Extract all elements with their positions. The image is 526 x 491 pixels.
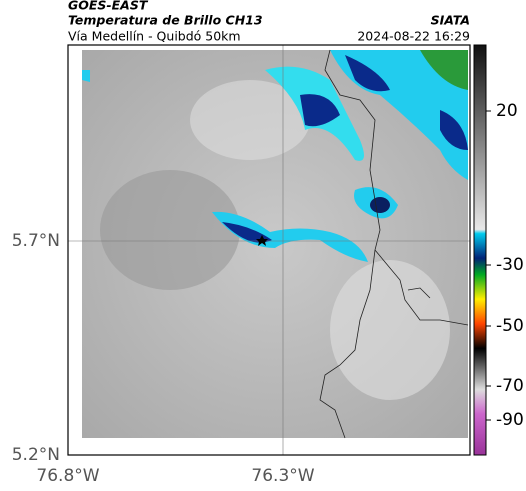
source: SIATA <box>431 13 470 28</box>
colorbar-tick-label: -70 <box>496 376 524 396</box>
satellite: GOES-EAST <box>68 0 149 13</box>
colorbar <box>473 44 487 456</box>
timestamp: 2024-08-22 16:29 <box>357 29 470 44</box>
colorbar-tick-label: -30 <box>496 255 524 275</box>
lon-label: 76.8°W <box>36 466 99 486</box>
lat-label: 5.7°N <box>12 231 60 251</box>
product: Temperatura de Brillo CH13 <box>68 13 263 28</box>
map <box>67 44 471 456</box>
lon-label: 76.3°W <box>251 466 314 486</box>
colorbar-ticks: 20 -30 -50 -70 -90 <box>486 101 524 430</box>
colorbar-tick-label: -90 <box>496 410 524 430</box>
lat-label: 5.2°N <box>12 445 60 465</box>
colorbar-tick-label: 20 <box>496 101 518 121</box>
route: Vía Medellín - Quibdó 50km <box>68 29 241 44</box>
colorbar-tick-label: -50 <box>496 316 524 336</box>
